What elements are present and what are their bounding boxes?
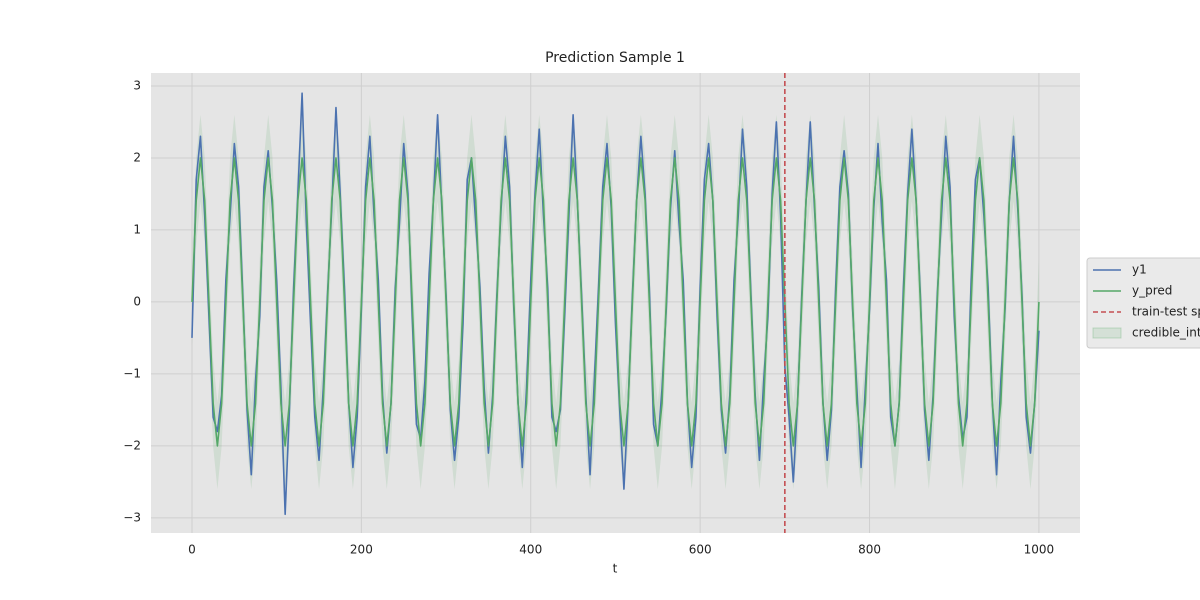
x-axis-label: t	[613, 562, 618, 576]
legend-box	[1086, 257, 1200, 349]
y-tick-label: 0	[133, 294, 141, 308]
y-tick-label: −2	[123, 438, 141, 452]
legend-label: credible_interval	[1132, 326, 1200, 340]
legend-label: y1	[1132, 263, 1147, 277]
legend: y1 y_pred train-test split credible_interva…	[1086, 257, 1200, 349]
x-tick-label: 200	[350, 543, 373, 557]
x-tick-label: 800	[858, 543, 881, 557]
x-tick-label: 600	[689, 543, 712, 557]
legend-label: train-test split	[1132, 305, 1200, 319]
labels: −3 −2 −1 0 1 2 3 0 200 400 600 800 1000	[123, 78, 1054, 556]
y-tick-label: −3	[123, 510, 141, 524]
legend-swatch	[1092, 327, 1122, 339]
y-tick-label: 1	[133, 222, 141, 236]
series-line	[191, 157, 1040, 447]
x-tick-label: 1000	[1024, 543, 1055, 557]
y-tick-label: 2	[133, 150, 141, 164]
plot	[191, 73, 1040, 533]
chart-title: Prediction Sample 1	[545, 50, 685, 66]
x-tick-label: 400	[519, 543, 542, 557]
x-tick-label: 0	[188, 543, 196, 557]
y-tick-label: −1	[123, 366, 141, 380]
legend-label: y_pred	[1132, 284, 1172, 298]
y-tick-label: 3	[133, 78, 141, 92]
